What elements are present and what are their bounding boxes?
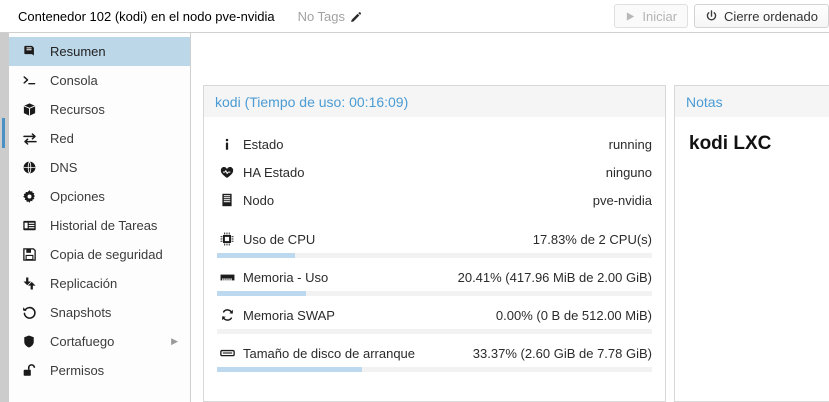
rail-position-marker[interactable] xyxy=(2,118,5,148)
status-panel-title: kodi (Tiempo de uso: 00:16:09) xyxy=(215,93,409,110)
status-row-estado: Estado running xyxy=(217,130,652,158)
history-icon xyxy=(22,305,42,320)
replicate-icon xyxy=(22,276,42,291)
info-icon xyxy=(217,138,237,151)
disk-meter-track xyxy=(217,367,652,372)
metric-label: Memoria SWAP xyxy=(243,307,335,323)
status-row-label: Estado xyxy=(243,136,284,152)
sidebar-item-copia-de-seguridad[interactable]: Copia de seguridad xyxy=(9,240,190,269)
metric-value: 17.83% de 2 CPU(s) xyxy=(532,231,652,247)
metric-row-cpu: Uso de CPU 17.83% de 2 CPU(s) xyxy=(217,225,652,253)
exchange-icon xyxy=(22,131,42,147)
sidebar-item-replicacion[interactable]: Replicación xyxy=(9,269,190,298)
shield-icon xyxy=(22,334,42,349)
sidebar-item-label: Consola xyxy=(50,73,98,88)
sidebar-item-label: Copia de seguridad xyxy=(50,247,163,262)
start-button[interactable]: Iniciar xyxy=(614,4,689,28)
sidebar-item-label: Resumen xyxy=(50,44,106,59)
sidebar-item-label: Historial de Tareas xyxy=(50,218,158,233)
memory-icon xyxy=(217,272,237,283)
status-row-label: Nodo xyxy=(243,192,275,208)
sidebar-item-historial-de-tareas[interactable]: Historial de Tareas xyxy=(9,211,190,240)
status-row-nodo: Nodo pve-nvidia xyxy=(217,186,652,214)
unlock-icon xyxy=(22,363,42,378)
notes-panel: Notas kodi LXC xyxy=(674,85,829,402)
window-header: Contenedor 102 (kodi) en el nodo pve-nvi… xyxy=(0,0,829,33)
metric-row-disco: Tamaño de disco de arranque 33.37% (2.60… xyxy=(217,339,652,367)
globe-icon xyxy=(22,160,42,175)
memory-meter-fill xyxy=(217,291,306,296)
swap-meter-track xyxy=(217,329,652,334)
sidebar-item-opciones[interactable]: Opciones xyxy=(9,182,190,211)
notes-panel-body[interactable]: kodi LXC xyxy=(674,117,829,402)
start-button-label: Iniciar xyxy=(642,8,678,24)
sidebar-item-label: Cortafuego xyxy=(50,334,115,349)
notes-content: kodi LXC xyxy=(689,133,772,154)
sidebar-item-label: Snapshots xyxy=(50,305,112,320)
metric-label: Uso de CPU xyxy=(243,231,316,247)
metric-label: Memoria - Uso xyxy=(243,269,329,285)
chevron-right-icon: ▶ xyxy=(171,336,178,346)
sidebar-item-resumen[interactable]: Resumen xyxy=(9,37,190,66)
cpu-icon xyxy=(217,232,237,246)
content-area: kodi (Tiempo de uso: 00:16:09) Estado ru… xyxy=(192,34,829,402)
sidebar-item-permisos[interactable]: Permisos xyxy=(9,356,190,385)
status-row-value: pve-nvidia xyxy=(592,192,652,208)
sidebar-item-label: Recursos xyxy=(50,102,105,117)
status-panel: kodi (Tiempo de uso: 00:16:09) Estado ru… xyxy=(203,85,666,402)
disk-meter-fill xyxy=(217,367,363,372)
disk-icon xyxy=(217,347,237,359)
notes-panel-title: Notas xyxy=(686,93,723,110)
terminal-icon xyxy=(22,73,42,88)
sidebar-item-cortafuego[interactable]: Cortafuego ▶ xyxy=(9,327,190,356)
page-title: Contenedor 102 (kodi) en el nodo pve-nvi… xyxy=(18,8,275,24)
sidebar-nav: Resumen Consola Recursos Red DNS xyxy=(9,33,191,402)
status-panel-body: Estado running HA Estado ninguno Nodo pv… xyxy=(203,117,666,402)
cpu-meter-fill xyxy=(217,253,295,258)
cpu-meter-track xyxy=(217,253,652,258)
sidebar-item-red[interactable]: Red xyxy=(9,124,190,153)
metric-value: 20.41% (417.96 MiB de 2.00 GiB) xyxy=(457,269,652,285)
metric-label: Tamaño de disco de arranque xyxy=(243,345,416,361)
book-icon xyxy=(22,44,42,59)
gear-icon xyxy=(22,189,42,204)
section-spacer xyxy=(217,214,652,225)
sidebar-item-label: Permisos xyxy=(50,363,105,378)
heart-icon xyxy=(217,166,237,179)
sidebar-item-label: DNS xyxy=(50,160,78,175)
sidebar-item-recursos[interactable]: Recursos xyxy=(9,95,190,124)
power-icon xyxy=(705,9,718,23)
sidebar-item-label: Opciones xyxy=(50,189,105,204)
metric-value: 33.37% (2.60 GiB de 7.78 GiB) xyxy=(472,345,652,361)
sidebar-item-consola[interactable]: Consola xyxy=(9,66,190,95)
status-row-value: running xyxy=(608,136,652,152)
list-icon xyxy=(22,218,42,233)
metric-value: 0.00% (0 B de 512.00 MiB) xyxy=(495,307,652,323)
shutdown-button-label: Cierre ordenado xyxy=(724,8,818,24)
play-icon xyxy=(625,11,636,22)
sidebar-item-dns[interactable]: DNS xyxy=(9,153,190,182)
notes-panel-header: Notas xyxy=(674,85,829,117)
pencil-icon[interactable] xyxy=(349,11,362,24)
sidebar-item-label: Red xyxy=(50,131,74,146)
server-icon xyxy=(217,193,237,207)
save-icon xyxy=(22,247,42,262)
tags-label: No Tags xyxy=(297,8,346,24)
cube-icon xyxy=(22,102,42,117)
status-row-value: ninguno xyxy=(605,164,652,180)
swap-icon xyxy=(217,308,237,322)
status-row-ha-estado: HA Estado ninguno xyxy=(217,158,652,186)
header-actions: Iniciar Cierre ordenado xyxy=(614,4,829,28)
sidebar-item-snapshots[interactable]: Snapshots xyxy=(9,298,190,327)
sidebar-item-label: Replicación xyxy=(50,276,118,291)
metric-row-swap: Memoria SWAP 0.00% (0 B de 512.00 MiB) xyxy=(217,301,652,329)
left-rail xyxy=(0,33,9,402)
status-row-label: HA Estado xyxy=(243,164,305,180)
tags-control[interactable]: No Tags xyxy=(298,9,362,24)
status-panel-header: kodi (Tiempo de uso: 00:16:09) xyxy=(203,85,666,117)
memory-meter-track xyxy=(217,291,652,296)
shutdown-button[interactable]: Cierre ordenado xyxy=(694,4,829,28)
metric-row-memoria: Memoria - Uso 20.41% (417.96 MiB de 2.00… xyxy=(217,263,652,291)
